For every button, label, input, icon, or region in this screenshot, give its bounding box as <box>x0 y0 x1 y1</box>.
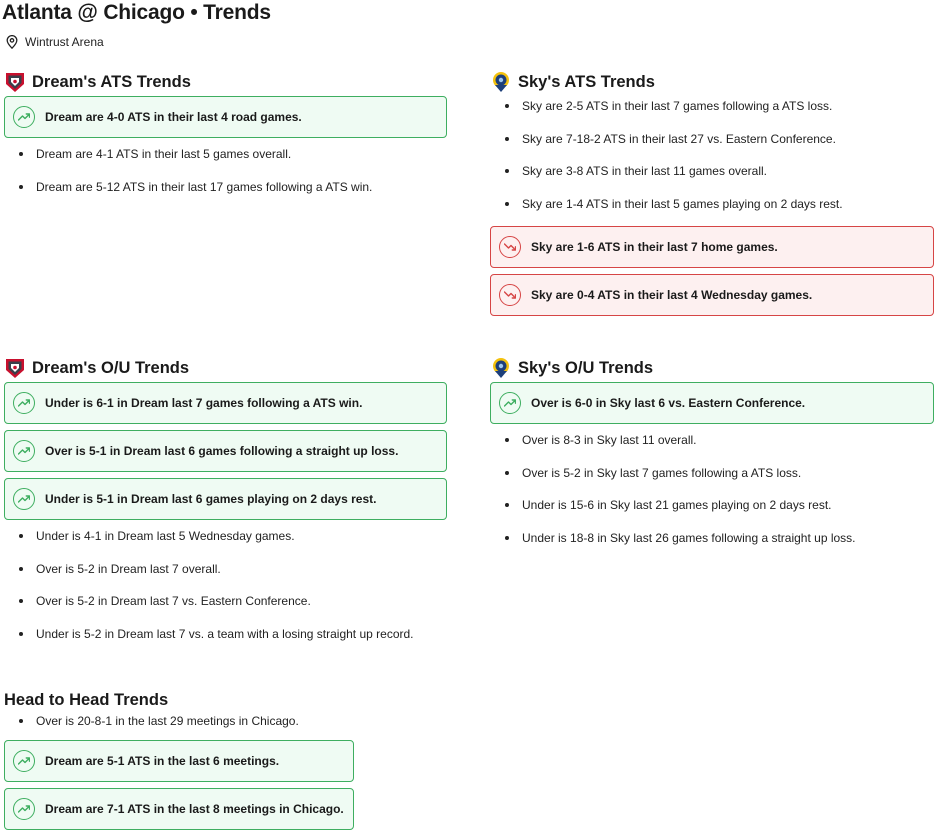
atlanta-dream-logo-icon <box>6 73 24 92</box>
trend-down-icon <box>499 284 521 306</box>
list-item: Sky are 2-5 ATS in their last 7 games fo… <box>490 96 934 129</box>
trend-card: Dream are 5-1 ATS in the last 6 meetings… <box>4 740 354 782</box>
location-pin-icon <box>6 35 18 49</box>
trend-card: Dream are 7-1 ATS in the last 8 meetings… <box>4 788 354 830</box>
page-title: Atlanta @ Chicago • Trends <box>2 1 271 24</box>
section-header: Sky's ATS Trends <box>490 70 934 94</box>
section-title: Head to Head Trends <box>4 690 169 709</box>
trend-card: Under is 6-1 in Dream last 7 games follo… <box>4 382 447 424</box>
trend-card: Dream are 4-0 ATS in their last 4 road g… <box>4 96 447 138</box>
venue: Wintrust Arena <box>6 35 104 49</box>
section-title: Dream's O/U Trends <box>32 358 190 377</box>
list-item: Over is 5-2 in Dream last 7 vs. Eastern … <box>4 591 447 624</box>
trend-up-icon <box>499 392 521 414</box>
trend-card-text: Dream are 4-0 ATS in their last 4 road g… <box>45 110 302 124</box>
chicago-sky-logo-icon <box>493 358 509 378</box>
trend-up-icon <box>13 798 35 820</box>
trend-card-text: Over is 5-1 in Dream last 6 games follow… <box>45 444 399 458</box>
atlanta-dream-logo-icon <box>6 359 24 378</box>
trend-card-text: Under is 5-1 in Dream last 6 games playi… <box>45 492 377 506</box>
list-item: Under is 15-6 in Sky last 21 games playi… <box>490 495 934 528</box>
trend-list: Over is 20-8-1 in the last 29 meetings i… <box>4 711 354 740</box>
list-item: Over is 5-2 in Dream last 7 overall. <box>4 559 447 592</box>
trend-list: Over is 8-3 in Sky last 11 overall. Over… <box>490 430 934 560</box>
trend-up-icon <box>13 750 35 772</box>
trend-card-text: Dream are 7-1 ATS in the last 8 meetings… <box>45 802 344 816</box>
section-title: Dream's ATS Trends <box>32 72 191 91</box>
trend-card: Over is 5-1 in Dream last 6 games follow… <box>4 430 447 472</box>
dream-ats-section: Dream's ATS Trends Dream are 4-0 ATS in … <box>4 70 447 209</box>
trend-up-icon <box>13 106 35 128</box>
list-item: Under is 18-8 in Sky last 26 games follo… <box>490 528 934 561</box>
trend-list: Dream are 4-1 ATS in their last 5 games … <box>4 144 447 209</box>
section-header: Dream's O/U Trends <box>4 356 447 380</box>
trend-card: Sky are 1-6 ATS in their last 7 home gam… <box>490 226 934 268</box>
trend-card-text: Under is 6-1 in Dream last 7 games follo… <box>45 396 363 410</box>
trend-down-icon <box>499 236 521 258</box>
sky-ats-section: Sky's ATS Trends Sky are 2-5 ATS in thei… <box>490 70 934 322</box>
list-item: Under is 4-1 in Dream last 5 Wednesday g… <box>4 526 447 559</box>
list-item: Sky are 1-4 ATS in their last 5 games pl… <box>490 194 934 227</box>
trend-card: Under is 5-1 in Dream last 6 games playi… <box>4 478 447 520</box>
list-item: Dream are 5-12 ATS in their last 17 game… <box>4 177 447 210</box>
trend-up-icon <box>13 392 35 414</box>
section-title: Sky's O/U Trends <box>518 358 654 377</box>
list-item: Over is 8-3 in Sky last 11 overall. <box>490 430 934 463</box>
venue-name: Wintrust Arena <box>25 35 104 49</box>
list-item: Under is 5-2 in Dream last 7 vs. a team … <box>4 624 447 657</box>
trend-list: Sky are 2-5 ATS in their last 7 games fo… <box>490 96 934 226</box>
section-header: Sky's O/U Trends <box>490 356 934 380</box>
trend-card: Sky are 0-4 ATS in their last 4 Wednesda… <box>490 274 934 316</box>
trend-card-text: Dream are 5-1 ATS in the last 6 meetings… <box>45 754 280 768</box>
trend-up-icon <box>13 488 35 510</box>
section-title: Sky's ATS Trends <box>518 72 655 91</box>
head-to-head-section: Head to Head Trends Over is 20-8-1 in th… <box>4 689 354 836</box>
dream-ou-section: Dream's O/U Trends Under is 6-1 in Dream… <box>4 356 447 656</box>
list-item: Over is 20-8-1 in the last 29 meetings i… <box>4 711 354 740</box>
chicago-sky-logo-icon <box>493 72 509 92</box>
list-item: Sky are 7-18-2 ATS in their last 27 vs. … <box>490 129 934 162</box>
list-item: Dream are 4-1 ATS in their last 5 games … <box>4 144 447 177</box>
list-item: Sky are 3-8 ATS in their last 11 games o… <box>490 161 934 194</box>
trend-card-text: Sky are 0-4 ATS in their last 4 Wednesda… <box>531 288 813 302</box>
list-item: Over is 5-2 in Sky last 7 games followin… <box>490 463 934 496</box>
sky-ou-section: Sky's O/U Trends Over is 6-0 in Sky last… <box>490 356 934 560</box>
trend-card-text: Sky are 1-6 ATS in their last 7 home gam… <box>531 240 778 254</box>
trend-card: Over is 6-0 in Sky last 6 vs. Eastern Co… <box>490 382 934 424</box>
trend-up-icon <box>13 440 35 462</box>
trend-card-text: Over is 6-0 in Sky last 6 vs. Eastern Co… <box>531 396 806 410</box>
section-header: Dream's ATS Trends <box>4 70 447 94</box>
section-header: Head to Head Trends <box>4 689 354 711</box>
trend-list: Under is 4-1 in Dream last 5 Wednesday g… <box>4 526 447 656</box>
